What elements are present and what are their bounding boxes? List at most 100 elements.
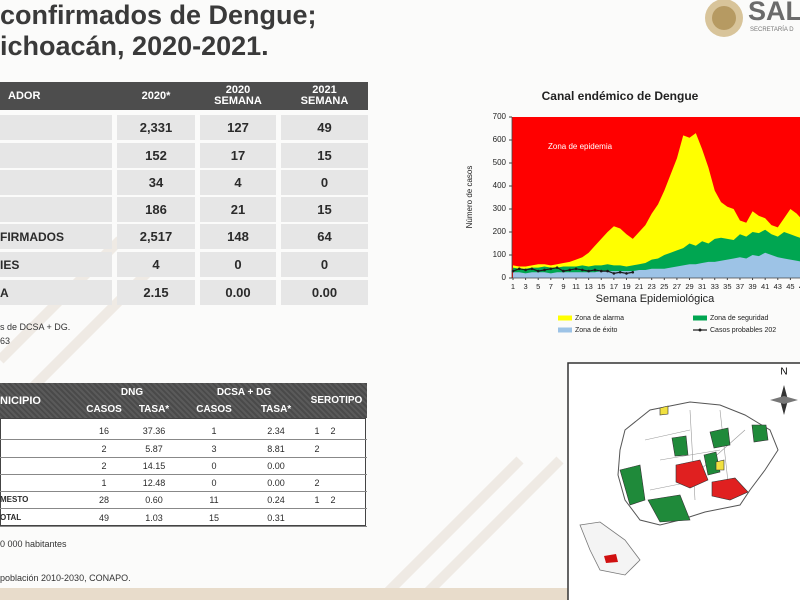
table-cell-bg [0, 170, 112, 195]
logo-text: SAL [748, 0, 800, 26]
x-tick-label: 47 [799, 282, 800, 291]
column-header: ADOR [8, 89, 41, 102]
x-tick-label: 41 [761, 282, 769, 291]
table-cell-bg [200, 280, 276, 305]
chart: Canal endémico de Dengue Zona de epidemia… [465, 89, 800, 334]
table-note: 63 [0, 336, 11, 346]
compass-label: N [780, 367, 787, 378]
legend-swatch [693, 315, 707, 321]
x-tick-label: 25 [660, 282, 668, 291]
series-marker [524, 268, 527, 272]
table-cell: 14.15 [142, 460, 166, 471]
table-cell: 11 [209, 494, 219, 505]
table-cell-bg [200, 224, 276, 249]
table-cell-bg [281, 224, 368, 249]
y-tick-label: 300 [493, 204, 507, 213]
subcolumn-header: CASOS [196, 403, 232, 415]
table-note: población 2010-2030, CONAPO. [0, 573, 131, 583]
x-tick-label: 9 [561, 282, 565, 291]
serotype: 2 [314, 477, 320, 488]
table-cell-bg [200, 143, 276, 168]
table-header-band [0, 383, 367, 418]
table-cell: 0.00 [267, 477, 285, 488]
table-cell-bg [117, 115, 195, 140]
table-cell: 2.34 [267, 425, 285, 436]
table-cell-bg [281, 197, 368, 222]
column-header: SEROTIPO [310, 395, 363, 406]
serotype: 2 [330, 494, 336, 505]
y-tick-label: 700 [493, 112, 507, 121]
legend-label: Casos probables 202 [710, 327, 776, 334]
x-tick-label: 7 [549, 282, 553, 291]
legend-label: Zona de alarma [575, 315, 624, 322]
series-marker [625, 272, 628, 275]
series-marker [593, 268, 597, 272]
series-marker [606, 269, 609, 273]
table-cell: 1 [211, 425, 217, 436]
table-cell: 0 [320, 257, 329, 272]
title-line: ichoacán, 2020-2021. [0, 31, 269, 61]
legend-label: Zona de seguridad [710, 315, 768, 322]
table-cell: 2 [101, 443, 107, 454]
table-cell: 127 [227, 120, 249, 135]
x-tick-label: 23 [648, 282, 656, 291]
table-cell: 16 [98, 425, 109, 436]
table-cell: 1 [101, 477, 107, 488]
y-axis-label: Número de casos [465, 166, 474, 229]
zone-annotation: Zona de epidemia [548, 142, 613, 151]
series-marker [581, 268, 584, 272]
table-cell: 2,331 [139, 120, 173, 135]
table-cell: 0 [211, 477, 217, 488]
x-axis-label: Semana Epidemiológica [596, 293, 716, 305]
table-cell: 15 [317, 148, 332, 163]
table-cell-bg [0, 280, 112, 305]
subcolumn-header: TASA* [138, 403, 170, 415]
table-cell-bg [200, 252, 276, 277]
table-cell-bg [281, 143, 368, 168]
row-label: IES [0, 257, 20, 272]
table-cell-bg [117, 170, 195, 195]
table-cell: 34 [148, 175, 164, 190]
zone-area [513, 252, 800, 278]
x-tick-label: 39 [748, 282, 756, 291]
table-cell: 28 [98, 494, 109, 505]
table-cell: 0.00 [311, 285, 338, 300]
logo-emblem-core [712, 6, 736, 30]
legend-swatch [558, 327, 572, 333]
x-tick-label: 11 [572, 282, 580, 291]
table-cell-bg [0, 197, 112, 222]
row-label: MESTO [0, 495, 29, 504]
y-tick-label: 400 [493, 181, 507, 190]
table-cell: 4 [234, 175, 242, 190]
table-cell-bg [200, 115, 276, 140]
series-marker [568, 268, 572, 272]
row-label: A [0, 285, 9, 300]
series-marker [599, 269, 603, 273]
legend-swatch [558, 315, 572, 321]
series-marker [574, 267, 578, 271]
row-line [0, 508, 367, 509]
table-cell: 21 [230, 202, 246, 217]
table-cell-bg [0, 115, 112, 140]
chart-title: Canal endémico de Dengue [542, 89, 699, 103]
y-tick-label: 100 [493, 250, 507, 259]
y-tick-label: 0 [502, 273, 507, 282]
row-line [0, 439, 367, 440]
table-cell: 2.15 [143, 285, 169, 300]
series-marker [549, 267, 553, 271]
table-header-band [0, 82, 368, 110]
row-line [0, 526, 367, 527]
x-tick-label: 17 [610, 282, 618, 291]
subcolumn-header: TASA* [260, 403, 292, 415]
row-line [0, 491, 367, 492]
x-tick-label: 45 [786, 282, 794, 291]
table-cell-bg [0, 224, 112, 249]
column-header: NICIPIO [0, 394, 41, 407]
legend-swatch [698, 328, 702, 332]
table-cell-bg [117, 224, 195, 249]
table-cell-bg [281, 252, 368, 277]
column-header: 2020* [141, 89, 171, 102]
table-cell: 8.81 [267, 443, 285, 454]
table-cell: 0.31 [267, 512, 285, 523]
